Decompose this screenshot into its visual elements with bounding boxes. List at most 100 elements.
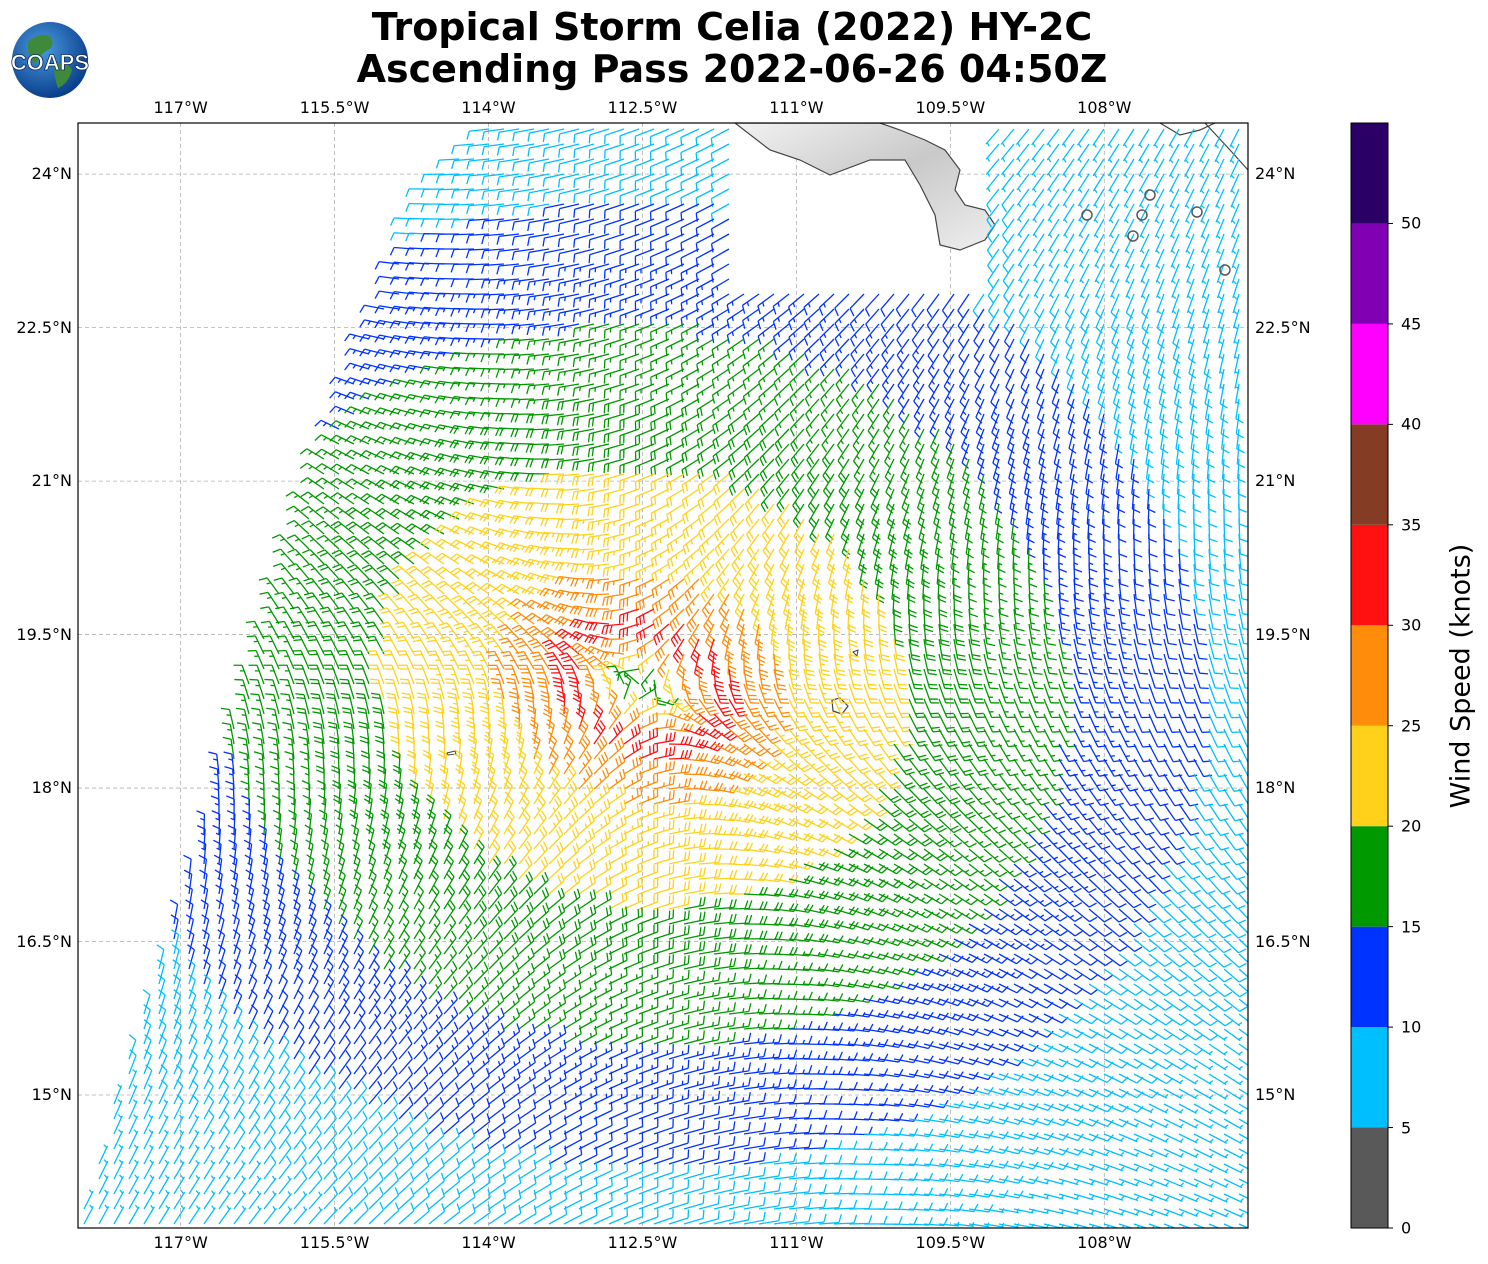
- wind-barb: [603, 263, 625, 279]
- wind-barb: [1153, 173, 1165, 194]
- wind-barb: [1094, 263, 1105, 284]
- wind-barb: [1000, 128, 1015, 147]
- colorbar-tick-label: 45: [1401, 314, 1422, 334]
- wind-barb: [450, 203, 475, 214]
- wind-barb: [634, 128, 655, 145]
- wind-barb: [1046, 158, 1060, 178]
- wind-barb: [1214, 158, 1225, 179]
- colorbar-tick-label: 15: [1401, 917, 1422, 937]
- wind-barb: [1122, 143, 1135, 164]
- wind-barb: [573, 248, 595, 263]
- wind-barb: [1137, 128, 1150, 149]
- wind-barb: [588, 143, 610, 159]
- wind-barb: [512, 128, 535, 142]
- wind-barb: [1048, 233, 1060, 254]
- wind-barb: [465, 233, 490, 244]
- wind-barb: [1200, 203, 1210, 224]
- wind-barb: [985, 173, 1000, 193]
- wind-barb: [466, 143, 490, 155]
- wind-barb: [1215, 233, 1225, 255]
- wind-barb: [588, 188, 610, 204]
- wind-barb: [588, 218, 610, 234]
- lat-tick-label-right: 16.5°N: [1255, 931, 1311, 951]
- wind-barb: [389, 246, 415, 256]
- wind-barb: [511, 188, 535, 201]
- wind-barb: [1169, 218, 1180, 239]
- wind-barb: [649, 128, 670, 146]
- wind-barb: [1199, 143, 1210, 164]
- wind-barb: [389, 261, 415, 271]
- wind-barb: [1185, 248, 1195, 270]
- wind-barb: [527, 128, 550, 142]
- wind-barb: [1125, 263, 1135, 284]
- wind-barb: [1185, 233, 1195, 254]
- wind-barb: [1138, 158, 1150, 179]
- wind-barb: [649, 203, 670, 221]
- lon-tick-label-bottom: 114°W: [461, 1233, 516, 1252]
- wind-barb: [710, 173, 730, 193]
- wind-barb: [603, 218, 625, 234]
- wind-barb: [435, 173, 460, 184]
- wind-barb: [1002, 248, 1015, 273]
- wind-barb: [573, 218, 595, 233]
- colorbar-bin: [1351, 123, 1388, 224]
- wind-barb: [1184, 188, 1195, 209]
- wind-barb: [649, 143, 670, 161]
- lon-tick-label-top: 112.5°W: [607, 98, 678, 117]
- wind-barb: [1214, 128, 1225, 149]
- wind-barb: [1016, 158, 1030, 178]
- colorbar-bin: [1351, 1127, 1388, 1228]
- colorbar-bin: [1351, 524, 1388, 626]
- wind-barb: [1079, 263, 1090, 284]
- wind-barb: [496, 143, 520, 156]
- wind-barb: [450, 218, 475, 229]
- wind-barb: [634, 173, 655, 190]
- wind-barb: [1184, 158, 1195, 179]
- wind-barb: [1170, 263, 1180, 285]
- wind-barb: [542, 173, 565, 187]
- wind-barb: [1061, 143, 1075, 163]
- wind-barb: [435, 218, 460, 228]
- wind-barb: [588, 233, 610, 249]
- colorbar-tick-label: 5: [1401, 1118, 1412, 1138]
- wind-barb: [542, 158, 565, 172]
- wind-barb: [986, 218, 1000, 243]
- wind-barb: [496, 218, 520, 230]
- lon-tick-label-bottom: 111°W: [769, 1233, 824, 1252]
- wind-barb: [634, 203, 655, 220]
- wind-barb: [634, 158, 655, 175]
- wind-barb: [649, 188, 670, 206]
- wind-barb: [1109, 248, 1120, 269]
- wind-barb: [1231, 248, 1240, 270]
- wind-barb: [1184, 173, 1195, 194]
- lat-tick-label-left: 22.5°N: [16, 317, 72, 337]
- wind-barb: [649, 158, 670, 176]
- colorbar-bin: [1351, 424, 1388, 525]
- wind-barb: [435, 158, 460, 169]
- lon-tick-label-top: 115.5°W: [299, 98, 370, 117]
- wind-barb: [1078, 218, 1090, 239]
- wind-barb: [466, 188, 490, 200]
- wind-barb: [588, 173, 610, 189]
- colorbar-bin: [1351, 1027, 1388, 1128]
- wind-barb: [1078, 233, 1090, 254]
- lat-tick-label-left: 18°N: [31, 778, 72, 798]
- wind-barb: [527, 143, 550, 157]
- wind-barb: [1093, 203, 1105, 224]
- wind-barb: [1198, 128, 1210, 149]
- wind-barb: [710, 218, 730, 238]
- wind-barb: [665, 128, 685, 146]
- wind-barb: [619, 188, 640, 205]
- wind-barb: [557, 173, 580, 188]
- lon-tick-label-bottom: 109.5°W: [915, 1233, 986, 1252]
- wind-barb: [1183, 128, 1195, 149]
- wind-barb: [512, 173, 535, 186]
- wind-barb: [1062, 203, 1075, 224]
- wind-barb: [466, 173, 490, 185]
- wind-barb: [619, 248, 640, 265]
- wind-barb: [527, 173, 550, 187]
- wind-barb: [710, 188, 730, 208]
- lat-tick-label-right: 24°N: [1255, 164, 1296, 184]
- wind-barb: [1168, 128, 1180, 149]
- wind-barb: [465, 278, 490, 288]
